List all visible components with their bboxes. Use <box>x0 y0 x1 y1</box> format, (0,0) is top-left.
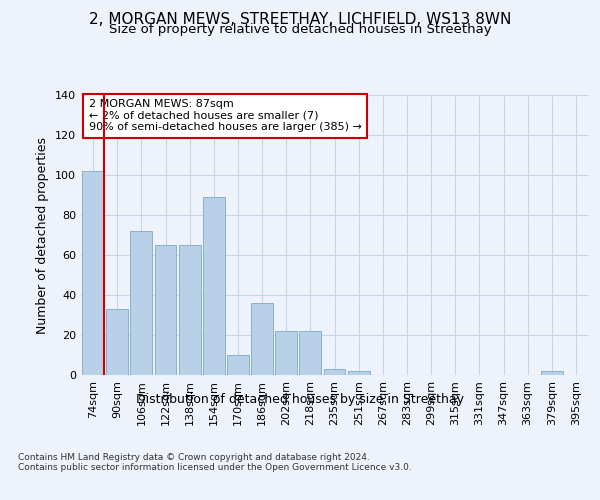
Bar <box>251 303 273 375</box>
Bar <box>323 369 346 375</box>
Text: Contains HM Land Registry data © Crown copyright and database right 2024.
Contai: Contains HM Land Registry data © Crown c… <box>18 452 412 472</box>
Bar <box>106 309 128 375</box>
Text: Distribution of detached houses by size in Streethay: Distribution of detached houses by size … <box>136 392 464 406</box>
Bar <box>348 371 370 375</box>
Bar <box>179 245 200 375</box>
Bar <box>227 355 249 375</box>
Bar <box>130 231 152 375</box>
Bar <box>275 331 297 375</box>
Bar <box>541 371 563 375</box>
Bar <box>299 331 321 375</box>
Bar <box>82 171 104 375</box>
Bar <box>155 245 176 375</box>
Text: Size of property relative to detached houses in Streethay: Size of property relative to detached ho… <box>109 24 491 36</box>
Text: 2 MORGAN MEWS: 87sqm
← 2% of detached houses are smaller (7)
90% of semi-detache: 2 MORGAN MEWS: 87sqm ← 2% of detached ho… <box>89 99 361 132</box>
Text: 2, MORGAN MEWS, STREETHAY, LICHFIELD, WS13 8WN: 2, MORGAN MEWS, STREETHAY, LICHFIELD, WS… <box>89 12 511 28</box>
Bar <box>203 197 224 375</box>
Y-axis label: Number of detached properties: Number of detached properties <box>37 136 49 334</box>
